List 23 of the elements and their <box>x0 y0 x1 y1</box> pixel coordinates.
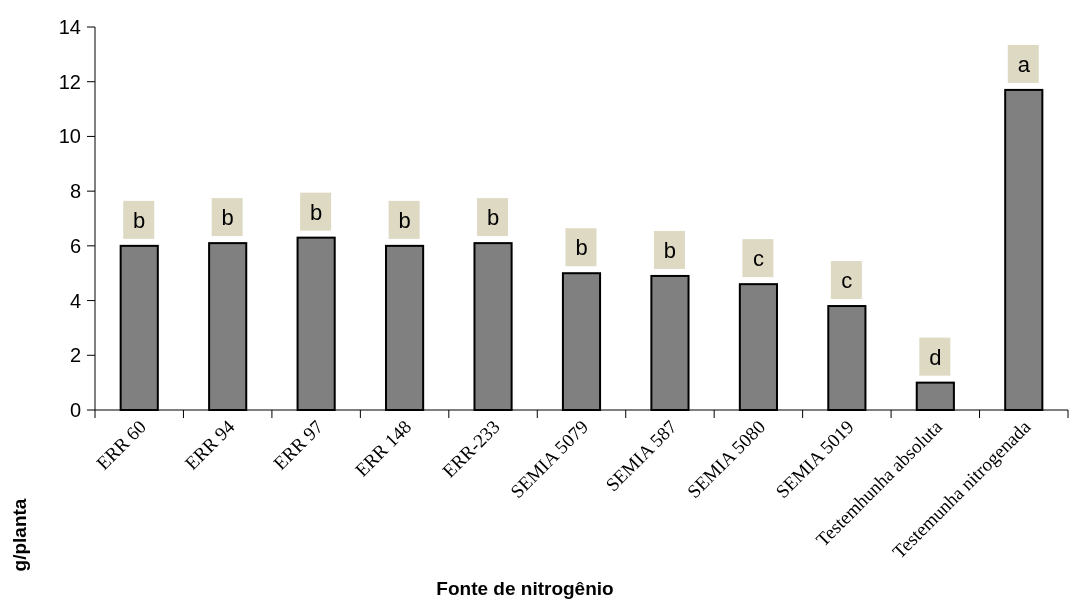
x-tick-label: ERR 148 <box>350 415 416 481</box>
annotation: b <box>310 199 323 225</box>
y-tick-label: 2 <box>69 344 81 367</box>
annotation: d <box>929 344 942 370</box>
annotation: c <box>752 246 764 272</box>
annotation: b <box>398 207 411 233</box>
annotation: b <box>133 207 146 233</box>
y-tick-label: 14 <box>58 16 81 38</box>
annotation: c <box>841 268 853 294</box>
y-tick-label: 4 <box>69 289 81 312</box>
y-tick-label: 6 <box>69 234 81 257</box>
x-tick-label: ERR 94 <box>180 415 239 474</box>
annotation: b <box>221 205 234 231</box>
y-tick-label: 0 <box>69 399 81 421</box>
y-tick-label: 12 <box>58 70 81 93</box>
annotation: b <box>663 237 677 263</box>
x-axis-title: Fonte de nitrogênio <box>436 578 614 599</box>
y-tick-label: 8 <box>69 180 81 203</box>
y-axis-title: g/planta <box>9 498 30 572</box>
annotation: a <box>1017 51 1031 77</box>
annotation: b <box>575 235 588 261</box>
y-tick-label: 10 <box>58 125 81 148</box>
annotation: b <box>486 205 500 231</box>
